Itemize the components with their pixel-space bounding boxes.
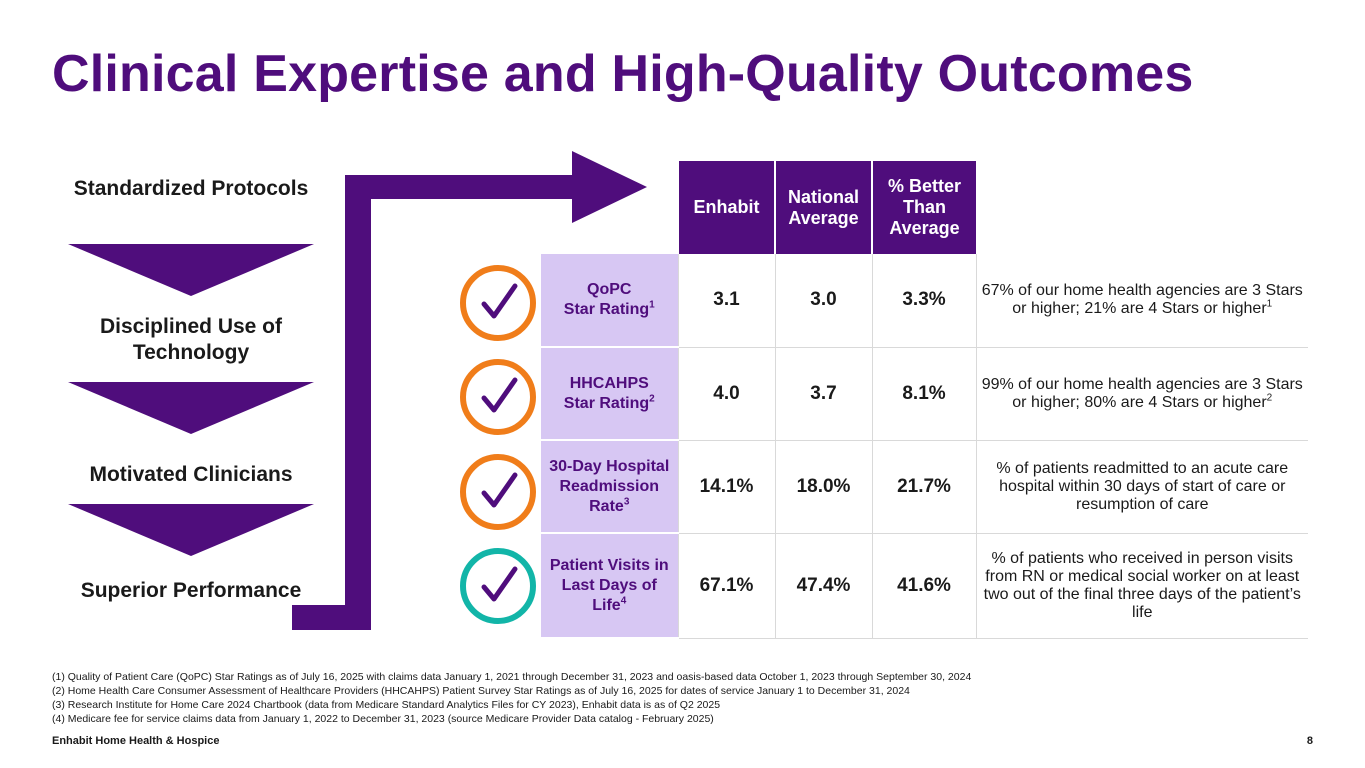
footnote-ref: 1 — [1266, 298, 1273, 310]
footnote: (3) Research Institute for Home Care 202… — [52, 699, 721, 711]
cell-better: 41.6% — [871, 533, 976, 639]
footnote: (4) Medicare fee for service claims data… — [52, 713, 714, 725]
cell-enhabit: 3.1 — [677, 254, 775, 348]
cell-enhabit: 4.0 — [677, 347, 775, 441]
flow-step-standardized-protocols: Standardized Protocols — [73, 177, 309, 200]
cell-enhabit: 14.1% — [677, 440, 775, 534]
page-title: Clinical Expertise and High-Quality Outc… — [52, 45, 1194, 103]
check-ring — [460, 454, 536, 530]
header-empty — [976, 161, 1308, 254]
table-header-row: Enhabit National Average % Better Than A… — [541, 161, 1308, 254]
cell-national: 3.7 — [774, 347, 872, 441]
table-row: HHCAHPS Star Rating2 4.0 3.7 8.1% 99% of … — [541, 347, 1308, 441]
footnote: (2) Home Health Care Consumer Assessment… — [52, 685, 910, 697]
check-ring — [460, 359, 536, 435]
footnote-ref: 2 — [1266, 392, 1273, 404]
row-label-qopc: QoPC Star Rating1 — [541, 254, 678, 348]
check-circle-icon — [460, 265, 536, 341]
cell-better: 3.3% — [871, 254, 976, 348]
cell-description: % of patients who received in person vis… — [975, 533, 1308, 639]
cell-description: % of patients readmitted to an acute car… — [975, 440, 1308, 534]
page-number: 8 — [1306, 735, 1313, 747]
cell-description: 67% of our home health agencies are 3 St… — [975, 254, 1308, 348]
cell-national: 3.0 — [774, 254, 872, 348]
header-empty — [541, 161, 678, 254]
footer-company: Enhabit Home Health & Hospice — [52, 735, 220, 747]
footnotes: (1) Quality of Patient Care (QoPC) Star … — [52, 670, 971, 726]
flow-step-disciplined-technology: Disciplined Use of Technology — [99, 315, 283, 364]
check-ring — [460, 548, 536, 624]
footnote-ref: 4 — [620, 595, 627, 607]
table-row: QoPC Star Rating1 3.1 3.0 3.3% 67% of our… — [541, 254, 1308, 348]
header-percent-better: % Better Than Average — [871, 161, 976, 254]
check-circle-icon — [460, 359, 536, 435]
cell-description: 99% of our home health agencies are 3 St… — [975, 347, 1308, 441]
table-row: 30-Day Hospital Readmission Rate3 14.1% … — [541, 440, 1308, 534]
cell-enhabit: 67.1% — [677, 533, 775, 639]
table-row: Patient Visits in Last Days of Life4 67.… — [541, 533, 1308, 639]
header-national-average: National Average — [774, 161, 872, 254]
footnote: (1) Quality of Patient Care (QoPC) Star … — [52, 671, 972, 683]
flow-step-motivated-clinicians: Motivated Clinicians — [89, 463, 293, 486]
row-label-hhcahps: HHCAHPS Star Rating2 — [541, 347, 678, 441]
cell-better: 21.7% — [871, 440, 976, 534]
header-enhabit: Enhabit — [677, 161, 775, 254]
footnote-ref: 1 — [649, 299, 655, 311]
chevron-down-icon — [68, 504, 314, 556]
quality-metrics-table: Enhabit National Average % Better Than A… — [541, 161, 1308, 639]
cell-national: 47.4% — [774, 533, 872, 639]
check-ring — [460, 265, 536, 341]
footnote-ref: 2 — [649, 393, 655, 405]
chevron-down-icon — [68, 382, 314, 434]
row-label-patient-visits: Patient Visits in Last Days of Life4 — [541, 533, 678, 639]
cell-national: 18.0% — [774, 440, 872, 534]
check-circle-icon — [460, 454, 536, 530]
flow-arrow — [292, 151, 647, 630]
row-label-readmission: 30-Day Hospital Readmission Rate3 — [541, 440, 678, 534]
flow-step-superior-performance: Superior Performance — [80, 579, 302, 602]
chevron-down-icon — [68, 244, 314, 296]
check-circle-icon — [460, 548, 536, 624]
cell-better: 8.1% — [871, 347, 976, 441]
footnote-ref: 3 — [623, 496, 630, 508]
